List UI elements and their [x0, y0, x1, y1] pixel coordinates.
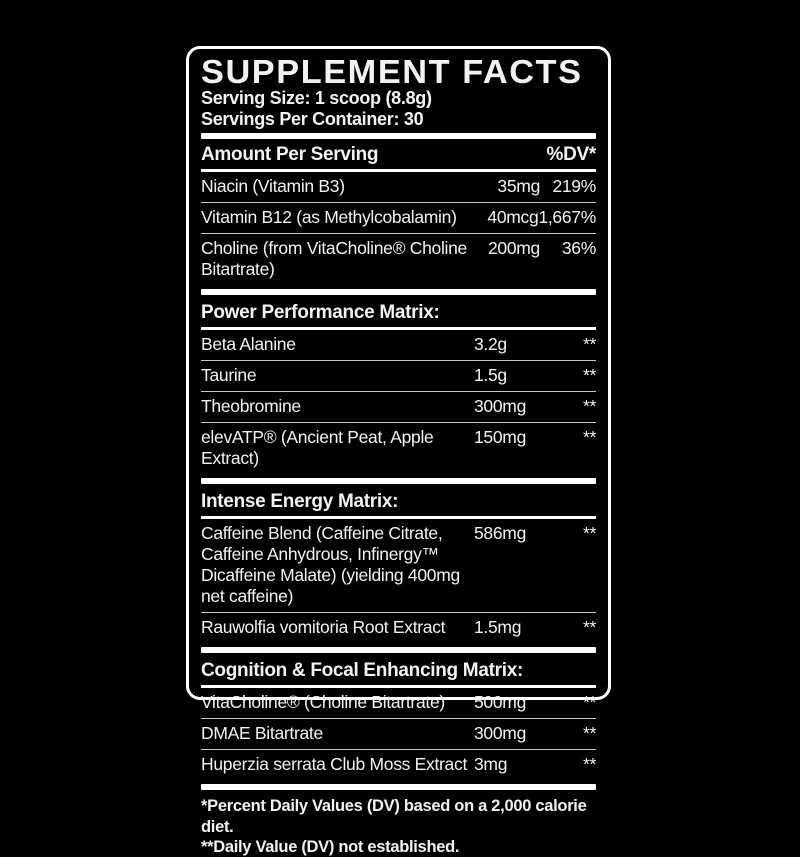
- supplement-facts-panel: SUPPLEMENT FACTS Serving Size: 1 scoop (…: [186, 46, 611, 856]
- ingredient-name: Taurine: [201, 365, 257, 386]
- divider-thick: [201, 647, 596, 654]
- power-performance-rows: Beta Alanine 3.2g ** Taurine 1.5g ** The…: [201, 330, 596, 474]
- ingredient-name: elevATP® (Ancient Peat, Apple Extract): [201, 427, 434, 469]
- serving-size: Serving Size: 1 scoop (8.8g): [201, 88, 432, 108]
- ingredient-dv: 1,667%: [538, 207, 596, 228]
- table-row: VitaCholine® (Choline Bitartrate) 500mg …: [201, 688, 596, 718]
- ingredient-amount: 586mg: [474, 523, 527, 544]
- ingredient-dv: **: [582, 396, 596, 417]
- ingredient-dv: **: [582, 723, 596, 744]
- divider-thick: [201, 289, 596, 296]
- divider-medium: [201, 327, 596, 331]
- ingredient-name: Niacin (Vitamin B3): [201, 176, 345, 197]
- ingredient-dv: **: [582, 617, 596, 638]
- ingredient-amount: 500mg: [474, 692, 527, 713]
- table-row: Vitamin B12 (as Methylcobalamin) 40mcg 1…: [201, 202, 596, 233]
- table-row: elevATP® (Ancient Peat, Apple Extract) 1…: [201, 422, 596, 474]
- table-row: Theobromine 300mg **: [201, 391, 596, 422]
- table-row: Huperzia serrata Club Moss Extract 3mg *…: [201, 749, 596, 780]
- ingredient-name: Vitamin B12 (as Methylcobalamin): [201, 207, 457, 228]
- divider-medium: [201, 685, 596, 689]
- footnote-daily-values: *Percent Daily Values (DV) based on a 2,…: [201, 797, 587, 836]
- ingredient-dv: **: [582, 334, 596, 355]
- ingredient-dv: **: [582, 523, 596, 544]
- ingredient-amount: 3mg: [474, 754, 508, 775]
- ingredient-amount: 200mg: [487, 238, 540, 259]
- ingredient-name: Caffeine Blend (Caffeine Citrate, Caffei…: [201, 523, 460, 607]
- ingredient-amount: 1.5g: [474, 365, 507, 386]
- ingredient-dv: **: [582, 427, 596, 448]
- divider-medium: [201, 516, 596, 520]
- ingredient-name: VitaCholine® (Choline Bitartrate): [201, 692, 445, 713]
- ingredient-amount: 3.2g: [474, 334, 507, 355]
- footnote-dv-not-established: **Daily Value (DV) not established.: [201, 837, 460, 856]
- table-row: Choline (from VitaCholine® Choline Bitar…: [201, 233, 596, 285]
- ingredient-name: Beta Alanine: [201, 334, 296, 355]
- ingredient-amount: 1.5mg: [474, 617, 522, 638]
- panel-title: SUPPLEMENT FACTS: [201, 53, 583, 90]
- divider-thick: [201, 784, 596, 791]
- table-row: Taurine 1.5g **: [201, 360, 596, 391]
- divider-thick: [201, 478, 596, 485]
- table-row: Caffeine Blend (Caffeine Citrate, Caffei…: [201, 519, 596, 612]
- ingredient-amount: 300mg: [474, 396, 527, 417]
- section-heading-intense-energy: Intense Energy Matrix:: [201, 491, 399, 513]
- section-heading-power-performance: Power Performance Matrix:: [201, 302, 440, 324]
- intense-energy-rows: Caffeine Blend (Caffeine Citrate, Caffei…: [201, 519, 596, 643]
- column-header-dv: %DV*: [546, 144, 597, 166]
- ingredient-dv: 219%: [552, 176, 596, 197]
- section-heading-cognition-focal: Cognition & Focal Enhancing Matrix:: [201, 660, 524, 682]
- ingredient-amount: 150mg: [474, 427, 527, 448]
- table-row: Beta Alanine 3.2g **: [201, 330, 596, 360]
- footnotes: *Percent Daily Values (DV) based on a 2,…: [201, 794, 596, 856]
- column-header-amount: Amount Per Serving: [201, 144, 379, 166]
- ingredient-dv: **: [582, 754, 596, 775]
- table-row: Rauwolfia vomitoria Root Extract 1.5mg *…: [201, 612, 596, 643]
- cognition-focal-rows: VitaCholine® (Choline Bitartrate) 500mg …: [201, 688, 596, 780]
- ingredient-name: Rauwolfia vomitoria Root Extract: [201, 617, 446, 638]
- ingredient-name: Theobromine: [201, 396, 301, 417]
- divider-medium: [201, 169, 596, 173]
- ingredient-dv: **: [582, 692, 596, 713]
- ingredient-amount: 40mcg: [487, 207, 539, 228]
- ingredient-name: Huperzia serrata Club Moss Extract: [201, 754, 468, 775]
- table-row: Niacin (Vitamin B3) 35mg 219%: [201, 172, 596, 202]
- divider-thick: [201, 133, 596, 140]
- ingredient-dv: **: [582, 365, 596, 386]
- vitamin-rows: Niacin (Vitamin B3) 35mg 219% Vitamin B1…: [201, 172, 596, 285]
- ingredient-amount: 300mg: [474, 723, 527, 744]
- ingredient-name: Choline (from VitaCholine® Choline Bitar…: [201, 238, 467, 280]
- ingredient-amount: 35mg: [497, 176, 540, 197]
- column-header-row: Amount Per Serving %DV*: [201, 143, 596, 168]
- ingredient-name: DMAE Bitartrate: [201, 723, 323, 744]
- ingredient-dv: 36%: [561, 238, 596, 259]
- servings-per-container: Servings Per Container: 30: [201, 108, 424, 129]
- table-row: DMAE Bitartrate 300mg **: [201, 718, 596, 749]
